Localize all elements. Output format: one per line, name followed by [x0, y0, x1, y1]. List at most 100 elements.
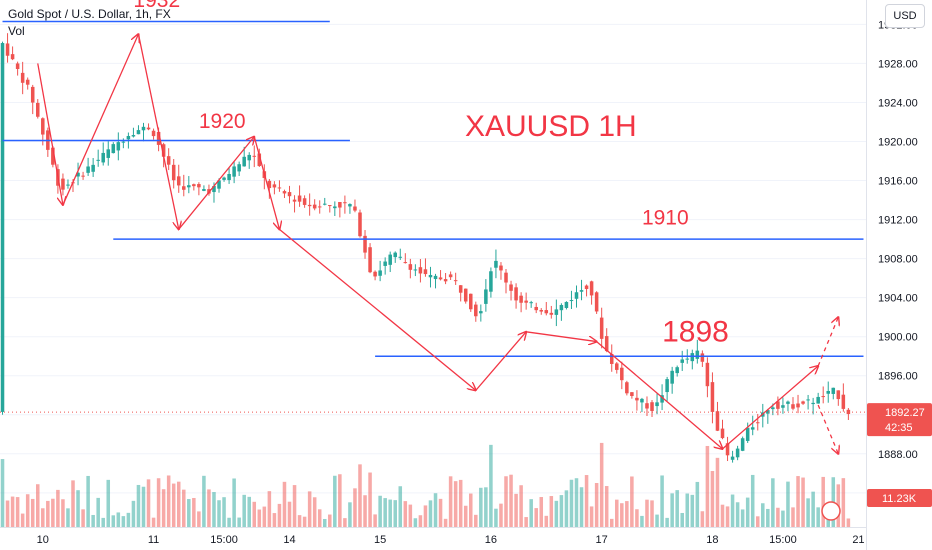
- volume-badge: [867, 489, 932, 507]
- candle-body-18: [91, 164, 95, 172]
- x-tick-1: 11: [148, 534, 159, 546]
- candle-body-58: [292, 199, 297, 202]
- volume-bar-114: [574, 478, 579, 527]
- volume-bar-23: [116, 512, 121, 527]
- candle-body-60: [302, 198, 307, 205]
- flash-icon: [821, 501, 841, 521]
- volume-bar-49: [247, 496, 251, 527]
- candle-body-40: [202, 189, 206, 191]
- candle-body-27: [136, 130, 141, 135]
- volume-bar-63: [317, 509, 322, 527]
- candle-body-64: [322, 203, 327, 205]
- candle-body-97: [489, 271, 493, 292]
- volume-bar-134: [675, 490, 679, 527]
- volume-bar-145: [730, 494, 735, 527]
- level-label-1920: 1920: [199, 110, 246, 133]
- wave-arrow-5: [279, 228, 475, 390]
- volume-bar-52: [262, 506, 267, 527]
- y-tick-1: 1928.00: [878, 58, 918, 70]
- candle-body-31: [156, 131, 161, 145]
- volume-bar-85: [428, 500, 433, 527]
- volume-bar-112: [564, 490, 569, 527]
- candle-body-165: [831, 387, 836, 394]
- volume-bar-46: [232, 478, 236, 527]
- candle-body-150: [755, 422, 760, 424]
- volume-bar-117: [589, 506, 594, 527]
- candle-body-22: [111, 144, 116, 154]
- candle-body-75: [378, 270, 382, 276]
- candle-body-156: [786, 401, 790, 404]
- candle-body-166: [836, 390, 841, 400]
- candle-body-108: [544, 310, 549, 314]
- volume-bar-38: [192, 497, 196, 527]
- volume-bar-44: [222, 497, 226, 527]
- volume-bar-83: [418, 515, 423, 527]
- candle-body-164: [826, 390, 831, 394]
- volume-bar-103: [519, 485, 523, 527]
- x-tick-5: 16: [485, 534, 497, 546]
- candle-body-10: [51, 147, 55, 165]
- volume-bar-151: [761, 503, 765, 527]
- candle-body-38: [192, 184, 196, 187]
- x-tick-3: 14: [283, 534, 295, 546]
- volume-bar-132: [665, 517, 669, 527]
- candle-body-33: [166, 156, 171, 165]
- current-price-badge: [867, 403, 932, 437]
- candle-body-49: [247, 154, 251, 161]
- x-tick-8: 15:00: [769, 534, 797, 546]
- candle-body-82: [413, 269, 418, 271]
- volume-bar-161: [811, 491, 815, 527]
- candle-body-78: [393, 252, 398, 258]
- volume-bar-113: [569, 479, 574, 527]
- candle-body-103: [519, 295, 523, 303]
- candle-body-139: [700, 353, 705, 362]
- y-tick-2: 1924.00: [878, 97, 918, 109]
- candle-body-133: [670, 370, 674, 384]
- volume-bar-119: [599, 442, 604, 527]
- wave-arrow-1: [62, 34, 139, 206]
- y-tick-11: 1888.00: [878, 449, 918, 461]
- volume-bar-127: [640, 515, 644, 527]
- level-label-1910: 1910: [642, 206, 689, 229]
- candle-body-146: [735, 448, 740, 458]
- time-axis-separator: [0, 527, 866, 528]
- candle-body-32: [161, 144, 166, 157]
- volume-bar-95: [479, 487, 483, 527]
- candle-body-81: [408, 264, 413, 270]
- volume-bar-18: [91, 514, 95, 527]
- volume-bar-43: [217, 500, 221, 527]
- candle-body-109: [549, 312, 554, 315]
- candle-body-167: [841, 394, 846, 409]
- candle-body-42: [212, 185, 216, 193]
- volume-bar-108: [544, 515, 549, 527]
- volume-bar-41: [207, 489, 211, 527]
- volume-bar-16: [81, 509, 85, 527]
- candle-body-91: [458, 285, 463, 293]
- volume-bar-50: [252, 501, 257, 527]
- volume-bar-120: [604, 486, 609, 527]
- candle-body-89: [448, 274, 453, 278]
- currency-button[interactable]: USD: [885, 4, 925, 28]
- candle-body-95: [479, 311, 483, 314]
- volume-bar-160: [806, 498, 810, 527]
- volume-bar-56: [282, 481, 287, 527]
- candle-body-134: [675, 367, 679, 374]
- candle-body-8: [41, 118, 45, 135]
- candle-body-55: [277, 187, 282, 189]
- candle-body-15: [76, 172, 80, 177]
- candle-body-24: [121, 141, 126, 143]
- candle-body-96: [484, 289, 488, 304]
- volume-bar-126: [635, 509, 639, 527]
- volume-bar-122: [615, 499, 619, 527]
- candle-body-5: [25, 79, 30, 85]
- volume-bar-167: [841, 478, 846, 527]
- candle-body-80: [403, 262, 408, 264]
- volume-bar-121: [609, 518, 614, 527]
- candle-body-56: [282, 191, 287, 194]
- volume-legend-label: Vol: [8, 24, 25, 38]
- wave-arrow-7: [526, 331, 596, 342]
- x-tick-6: 17: [596, 534, 608, 546]
- candle-body-67: [338, 202, 342, 208]
- candle-body-4: [20, 72, 25, 83]
